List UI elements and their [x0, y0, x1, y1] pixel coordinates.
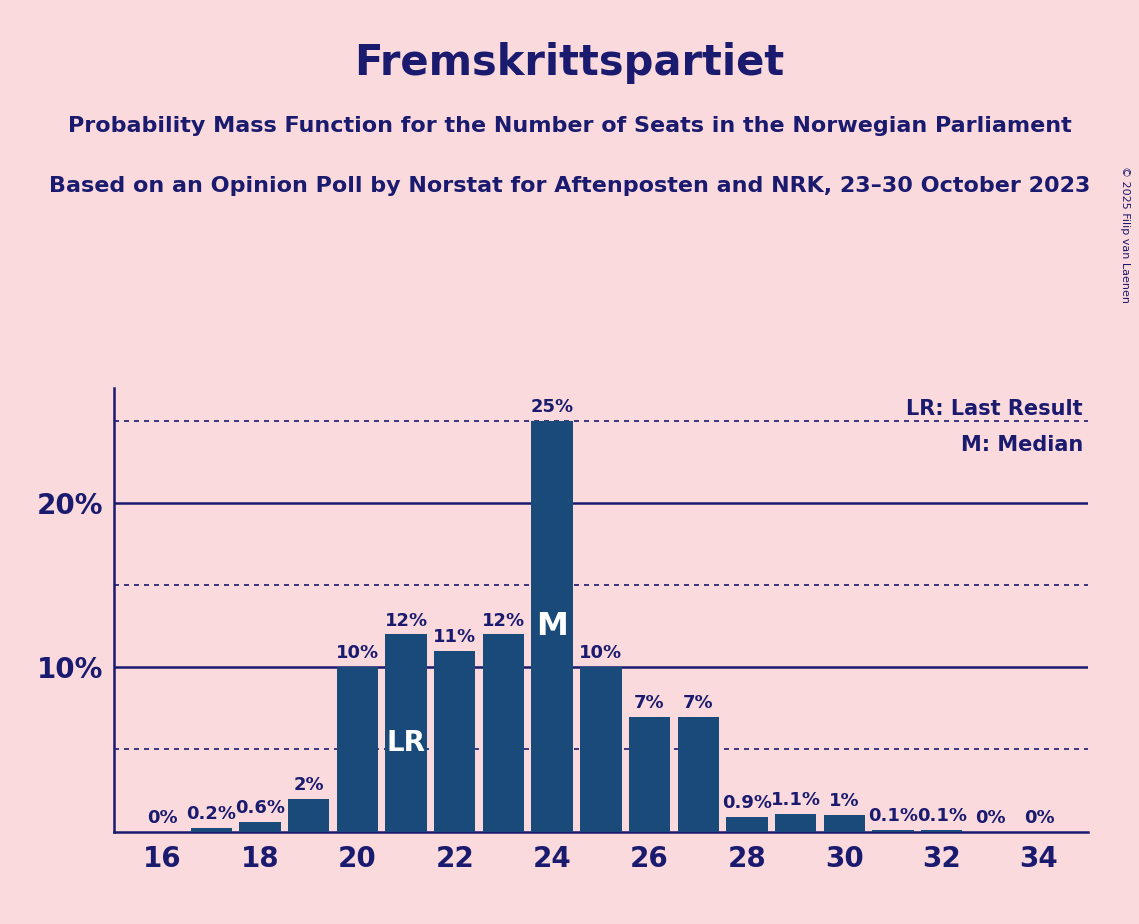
Bar	[580, 667, 622, 832]
Bar	[483, 635, 524, 832]
Text: © 2025 Filip van Laenen: © 2025 Filip van Laenen	[1121, 166, 1130, 303]
Text: 1%: 1%	[829, 792, 860, 810]
Text: Based on an Opinion Poll by Norstat for Aftenposten and NRK, 23–30 October 2023: Based on an Opinion Poll by Norstat for …	[49, 176, 1090, 196]
Bar	[727, 817, 768, 832]
Text: 12%: 12%	[482, 612, 525, 629]
Text: 0%: 0%	[147, 808, 178, 827]
Text: 0%: 0%	[975, 808, 1006, 827]
Text: 0.9%: 0.9%	[722, 794, 772, 812]
Bar	[337, 667, 378, 832]
Bar	[678, 717, 719, 832]
Text: 0.6%: 0.6%	[235, 799, 285, 817]
Text: LR: LR	[386, 729, 426, 757]
Text: 0%: 0%	[1024, 808, 1055, 827]
Bar	[532, 421, 573, 832]
Text: M: M	[536, 611, 568, 642]
Bar	[823, 815, 865, 832]
Bar	[385, 635, 427, 832]
Text: 2%: 2%	[294, 776, 323, 794]
Text: Fremskrittspartiet: Fremskrittspartiet	[354, 42, 785, 83]
Text: 0.2%: 0.2%	[187, 806, 236, 823]
Text: 1.1%: 1.1%	[771, 791, 820, 808]
Bar	[434, 650, 475, 832]
Text: 11%: 11%	[433, 628, 476, 646]
Text: LR: Last Result: LR: Last Result	[907, 399, 1083, 419]
Text: 0.1%: 0.1%	[868, 807, 918, 825]
Bar	[921, 830, 962, 832]
Text: M: Median: M: Median	[960, 434, 1083, 455]
Text: 10%: 10%	[336, 644, 379, 663]
Bar	[872, 830, 913, 832]
Bar	[775, 813, 817, 832]
Text: 7%: 7%	[634, 694, 665, 711]
Text: 10%: 10%	[580, 644, 622, 663]
Bar	[629, 717, 670, 832]
Text: Probability Mass Function for the Number of Seats in the Norwegian Parliament: Probability Mass Function for the Number…	[67, 116, 1072, 136]
Text: 12%: 12%	[385, 612, 427, 629]
Bar	[288, 798, 329, 832]
Bar	[239, 821, 280, 832]
Text: 25%: 25%	[531, 398, 574, 416]
Text: 7%: 7%	[683, 694, 713, 711]
Text: 0.1%: 0.1%	[917, 807, 967, 825]
Bar	[190, 828, 232, 832]
